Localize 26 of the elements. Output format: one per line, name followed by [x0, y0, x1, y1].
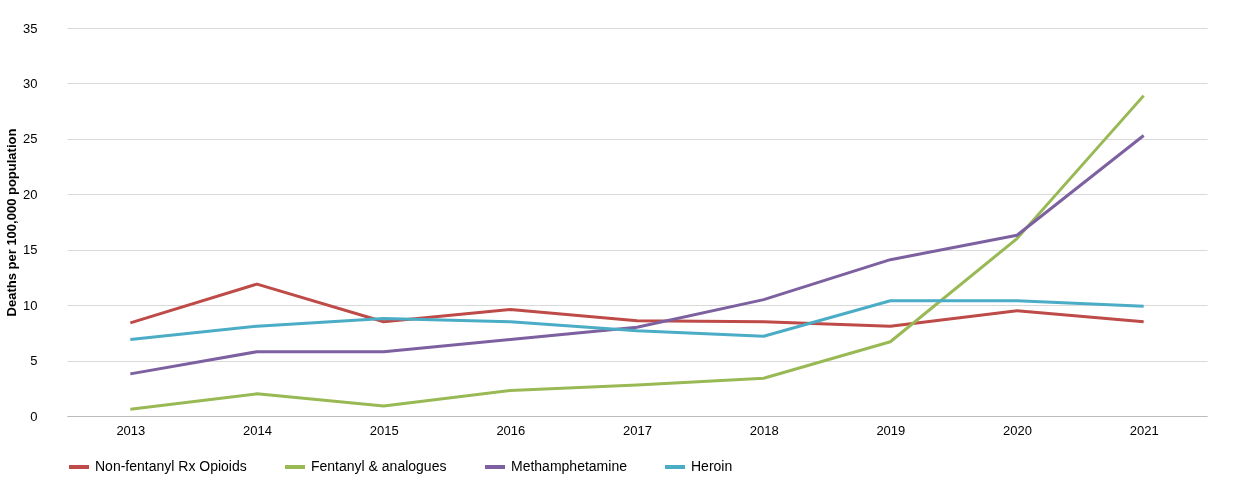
x-tick-label: 2017 — [623, 422, 652, 438]
x-tick-label: 2020 — [1003, 422, 1032, 438]
line-series — [128, 282, 1146, 328]
y-tick-label: 10 — [23, 297, 38, 313]
y-tick-label: 35 — [23, 20, 38, 36]
line-series — [128, 134, 1146, 376]
x-tick-label: 2021 — [1129, 422, 1159, 438]
legend-label: Non-fentanyl Rx Opioids — [95, 458, 247, 474]
x-tick-label: 2013 — [116, 422, 146, 438]
y-tick-label: 5 — [30, 353, 38, 369]
x-tick-label: 2018 — [749, 422, 779, 438]
y-tick-label: 20 — [23, 186, 38, 202]
x-tick-label: 2014 — [243, 422, 272, 438]
x-tick-label: 2016 — [496, 422, 526, 438]
line-series — [128, 299, 1146, 342]
legend-label: Heroin — [691, 458, 733, 474]
y-axis-title: Deaths per 100,000 population — [4, 128, 20, 317]
legend-label: Fentanyl & analogues — [311, 458, 447, 474]
y-tick-label: 30 — [23, 75, 38, 91]
y-tick-label: 0 — [30, 408, 38, 424]
x-tick-label: 2015 — [369, 422, 399, 438]
line-series — [128, 94, 1146, 411]
x-tick-label: 2019 — [876, 422, 906, 438]
y-tick-label: 25 — [23, 131, 38, 147]
y-tick-label: 15 — [23, 242, 38, 258]
legend-label: Methamphetamine — [511, 458, 628, 474]
